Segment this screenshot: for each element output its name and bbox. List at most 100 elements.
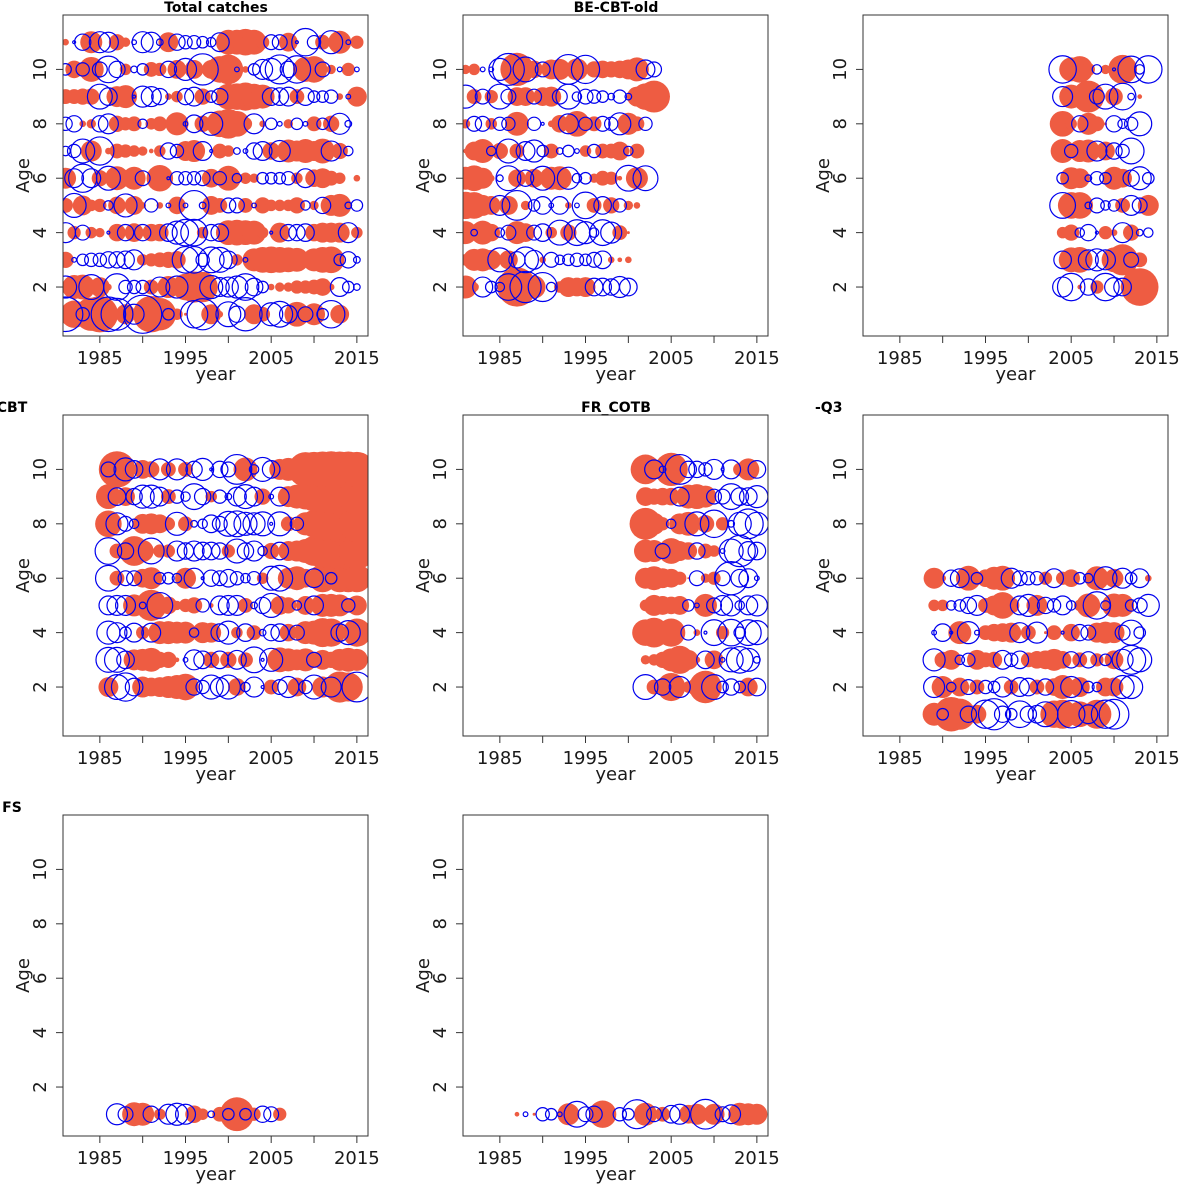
bubble-negative-1994-age6 — [169, 170, 185, 186]
bubble-positive-2001-age10 — [624, 57, 649, 82]
bubble-negative-2014-age4 — [1142, 227, 1154, 238]
bubble-negative-1981-age9 — [463, 84, 478, 109]
bubble-positive-1985-age5 — [93, 198, 107, 213]
bubble-positive-2012-age4 — [1123, 224, 1140, 241]
bubble-negative-1998-age7 — [201, 541, 221, 561]
bubble-positive-2000-age7 — [222, 145, 235, 157]
bubble-negative-2014-age5 — [1136, 593, 1160, 618]
bubble-positive-1998-age5 — [1003, 597, 1020, 614]
bubble-negative-2014-age11 — [345, 39, 352, 46]
bubble-positive-1984-age6 — [487, 174, 495, 182]
x-tick-label: 1985 — [77, 1148, 123, 1169]
bubble-negative-2008-age8 — [684, 511, 710, 537]
y-tick-label: 8 — [830, 518, 851, 529]
bubble-negative-2004-age10 — [1048, 55, 1077, 84]
bubble-positive-2002-age5 — [238, 597, 253, 613]
bubble-negative-2002-age8 — [233, 511, 258, 536]
bubble-negative-2009-age2 — [298, 679, 313, 695]
bubble-negative-2002-age2 — [1036, 678, 1055, 696]
bubble-negative-2013-age2 — [329, 277, 350, 298]
bubble-negative-2004-age1 — [253, 1105, 272, 1123]
bubble-negative-1988-age7 — [515, 141, 536, 162]
bubble-positive-1996-age1 — [185, 1105, 203, 1124]
bubble-negative-1985-age8 — [91, 115, 109, 133]
bubble-negative-2009-age5 — [300, 200, 311, 211]
plot-frame — [862, 14, 1169, 337]
bubble-negative-2003-age7 — [245, 142, 263, 160]
bubble-negative-1994-age6 — [571, 172, 583, 184]
bubble-positive-2009-age5 — [693, 593, 717, 617]
bubble-negative-2004-age10 — [658, 465, 667, 474]
y-tick-label: 8 — [30, 118, 51, 129]
bubble-negative-1999-age2 — [209, 677, 230, 698]
bubble-negative-2004-age5 — [1052, 595, 1073, 616]
bubble-negative-1986-age9 — [500, 88, 517, 105]
bubble-negative-1997-age2 — [195, 679, 210, 695]
bubble-positive-2015-age4 — [351, 226, 363, 239]
y-tick-label: 10 — [30, 58, 51, 81]
bubble-positive-1984-age9 — [484, 89, 498, 104]
bubble-positive-1990-age4 — [136, 625, 150, 640]
bubble-negative-1994-age10 — [165, 458, 189, 481]
bubble-positive-1984-age5 — [481, 196, 501, 215]
plot-frame — [462, 814, 769, 1137]
bubble-negative-1986-age7 — [495, 138, 521, 164]
bubble-negative-1988-age3 — [116, 650, 135, 670]
bubble-negative-1989-age8 — [128, 518, 140, 530]
bubble-negative-1986-age6 — [95, 165, 121, 191]
bubble-positive-2015-age9 — [346, 86, 367, 107]
bubble-negative-2012-age2 — [722, 678, 740, 696]
bubble-positive-1983-age7 — [470, 139, 495, 163]
y-tick-label: 8 — [30, 918, 51, 929]
bubble-negative-2000-age10 — [220, 461, 237, 478]
bubble-negative-2005-age8 — [264, 117, 278, 131]
x-tick-label: 2005 — [248, 748, 294, 769]
bubble-negative-2012-age1 — [721, 1104, 742, 1125]
x-axis-label: year — [195, 364, 236, 385]
bubble-layer — [514, 1098, 768, 1130]
bubble-negative-2004-age9 — [1052, 86, 1074, 108]
bubble-positive-2014-age2 — [333, 672, 363, 702]
bubble-positive-2011-age8 — [715, 517, 730, 531]
bubble-negative-1998-age8 — [199, 111, 224, 136]
y-tick-label: 4 — [430, 627, 451, 638]
bubble-negative-2006-age1 — [266, 300, 294, 328]
bubble-negative-1996-age1 — [585, 1105, 603, 1123]
bubble-negative-1990-age10 — [534, 61, 551, 78]
bubble-positive-1994-age3 — [174, 657, 180, 663]
bubble-positive-2004-age9 — [254, 488, 271, 505]
bubble-negative-1986-age7 — [94, 537, 123, 565]
bubble-negative-2012-age4 — [1118, 619, 1145, 646]
bubble-negative-2009-age1 — [1090, 699, 1121, 729]
bubble-positive-2013-age2 — [1120, 268, 1159, 306]
bubble-negative-2007-age6 — [1084, 174, 1093, 183]
bubble-negative-2014-age5 — [341, 598, 356, 613]
bubble-negative-1994-age8 — [164, 511, 190, 536]
x-tick-label: 2005 — [248, 1148, 294, 1169]
plot-frame — [462, 14, 769, 337]
bubble-negative-2010-age2 — [301, 674, 327, 700]
bubble-negative-1998-age8 — [603, 116, 619, 132]
bubble-negative-2013-age4 — [1133, 626, 1147, 639]
bubble-negative-2008-age4 — [288, 223, 306, 242]
bubble-negative-1999-age4 — [1009, 622, 1031, 644]
bubble-positive-1996-age10 — [184, 60, 204, 79]
bubble-negative-1990-age9 — [131, 85, 154, 108]
bubble-positive-2007-age5 — [1076, 593, 1101, 618]
bubble-negative-2004-age8 — [250, 511, 276, 537]
bubble-negative-2010-age8 — [1105, 115, 1123, 133]
panel-1: 1985 1995 2005 2015 2 4 6 8 10 year Age Total catch… — [13, 0, 380, 385]
bubble-negative-2008-age5 — [693, 602, 700, 609]
bubble-negative-1998-age1 — [1004, 707, 1018, 721]
bubble-negative-2009-age2 — [1091, 272, 1120, 302]
bubble-negative-2009-age6 — [295, 168, 316, 189]
bubble-negative-1997-age8 — [197, 518, 208, 530]
bubble-positive-2003-age11 — [241, 29, 267, 55]
bubble-negative-2006-age4 — [270, 623, 290, 643]
bubble-negative-1990-age4 — [933, 623, 953, 643]
bubble-positive-2012-age3 — [317, 246, 345, 274]
bubble-negative-1998-age6 — [202, 569, 220, 587]
bubble-negative-1992-age5 — [550, 196, 570, 215]
bubble-negative-1987-age2 — [103, 273, 131, 301]
bubble-negative-2004-age2 — [256, 280, 269, 294]
